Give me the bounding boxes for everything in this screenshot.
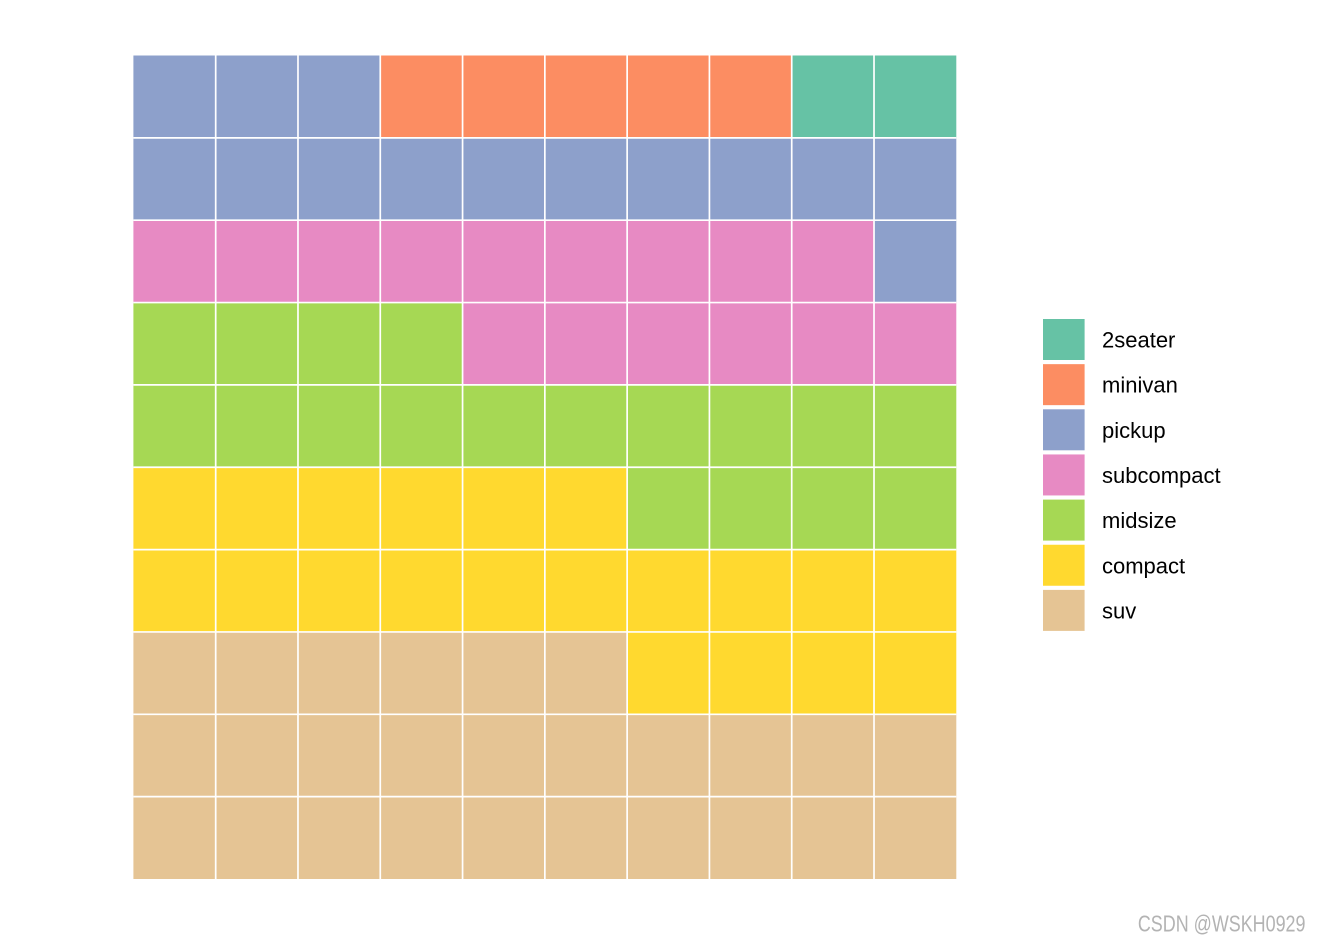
- svg-text:midsize: midsize: [1102, 508, 1177, 533]
- svg-text:pickup: pickup: [1102, 418, 1166, 443]
- svg-text:compact: compact: [1102, 553, 1185, 578]
- svg-text:suv: suv: [1102, 598, 1136, 623]
- svg-text:CSDN @WSKH0929: CSDN @WSKH0929: [1138, 911, 1306, 937]
- svg-text:minivan: minivan: [1102, 373, 1178, 398]
- svg-text:subcompact: subcompact: [1102, 463, 1221, 488]
- svg-text:2seater: 2seater: [1102, 328, 1175, 353]
